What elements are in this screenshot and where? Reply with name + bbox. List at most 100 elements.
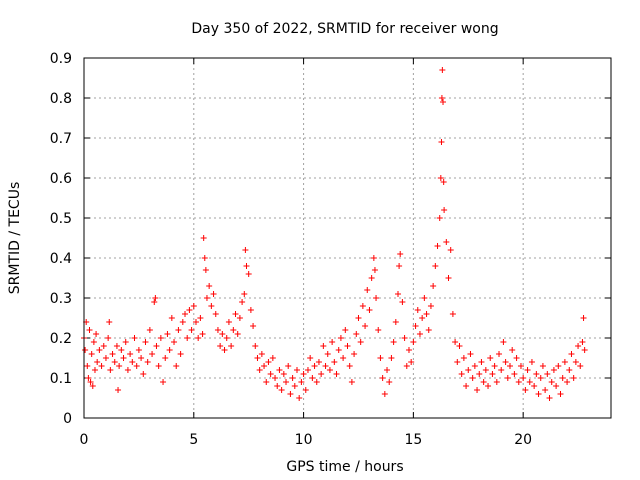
data-point <box>164 331 171 337</box>
data-point <box>502 359 509 365</box>
data-point <box>537 375 544 381</box>
data-point <box>133 363 140 369</box>
data-point <box>322 363 329 369</box>
data-point <box>155 363 162 369</box>
data-point <box>263 379 270 385</box>
data-point <box>386 379 393 385</box>
data-point <box>100 343 107 349</box>
data-point <box>412 323 419 329</box>
data-point <box>396 263 403 269</box>
data-point <box>410 339 417 345</box>
data-point <box>423 311 430 317</box>
data-point <box>93 331 100 337</box>
data-point <box>456 343 463 349</box>
data-point <box>168 315 175 321</box>
data-point <box>232 311 239 317</box>
data-point <box>447 247 454 253</box>
data-point <box>436 215 443 221</box>
data-point <box>439 67 446 73</box>
data-point <box>366 307 373 313</box>
data-point <box>421 295 428 301</box>
data-point <box>539 363 546 369</box>
data-point <box>106 319 113 325</box>
data-point <box>416 331 423 337</box>
data-point <box>91 367 98 373</box>
data-point <box>399 299 406 305</box>
data-point <box>577 363 584 369</box>
data-point <box>489 371 496 377</box>
data-point <box>408 359 415 365</box>
data-point <box>115 387 122 393</box>
data-point <box>395 291 402 297</box>
data-point <box>105 335 112 341</box>
data-point <box>291 383 298 389</box>
data-point <box>146 327 153 333</box>
data-point <box>511 371 518 377</box>
data-point <box>425 327 432 333</box>
data-point <box>197 315 204 321</box>
data-point <box>438 139 445 145</box>
data-point <box>90 339 97 345</box>
data-point <box>89 383 96 389</box>
data-point <box>419 315 426 321</box>
data-point <box>557 391 564 397</box>
data-point <box>333 371 340 377</box>
data-point <box>500 339 507 345</box>
data-point <box>465 367 472 373</box>
data-point <box>445 275 452 281</box>
data-point <box>175 327 182 333</box>
data-point <box>192 319 199 325</box>
data-point <box>149 351 156 357</box>
data-point <box>138 355 145 361</box>
data-point <box>142 339 149 345</box>
data-point <box>256 367 263 373</box>
data-point <box>326 367 333 373</box>
data-point <box>230 327 237 333</box>
data-point <box>533 371 540 377</box>
data-point <box>116 363 123 369</box>
data-point <box>381 391 388 397</box>
data-point <box>87 379 94 385</box>
data-point <box>509 347 516 353</box>
data-point <box>524 367 531 373</box>
data-point <box>265 359 272 365</box>
data-point <box>98 363 105 369</box>
data-point <box>491 363 498 369</box>
data-point <box>496 351 503 357</box>
data-point <box>152 295 159 301</box>
data-point <box>370 255 377 261</box>
y-tick-label: 0.3 <box>50 291 72 307</box>
data-point <box>335 347 342 353</box>
data-point <box>342 327 349 333</box>
data-point <box>144 359 151 365</box>
data-point <box>401 335 408 341</box>
data-point <box>504 375 511 381</box>
data-point <box>280 371 287 377</box>
data-point <box>513 355 520 361</box>
data-point <box>120 355 127 361</box>
data-point <box>353 331 360 337</box>
data-point <box>111 359 118 365</box>
data-point <box>362 323 369 329</box>
data-point <box>471 363 478 369</box>
data-point <box>225 319 232 325</box>
data-point <box>384 367 391 373</box>
data-point <box>452 339 459 345</box>
data-point <box>267 371 274 377</box>
data-point <box>485 383 492 389</box>
data-point <box>346 363 353 369</box>
data-point <box>102 355 109 361</box>
data-point <box>454 359 461 365</box>
data-point <box>252 343 259 349</box>
data-point <box>458 371 465 377</box>
data-point <box>242 247 249 253</box>
data-point <box>311 363 318 369</box>
data-point <box>278 387 285 393</box>
data-point <box>190 303 197 309</box>
data-points <box>81 67 588 401</box>
data-point <box>309 375 316 381</box>
data-point <box>300 371 307 377</box>
y-tick-label: 0.5 <box>50 211 72 227</box>
y-tick-label: 0.4 <box>50 251 72 267</box>
